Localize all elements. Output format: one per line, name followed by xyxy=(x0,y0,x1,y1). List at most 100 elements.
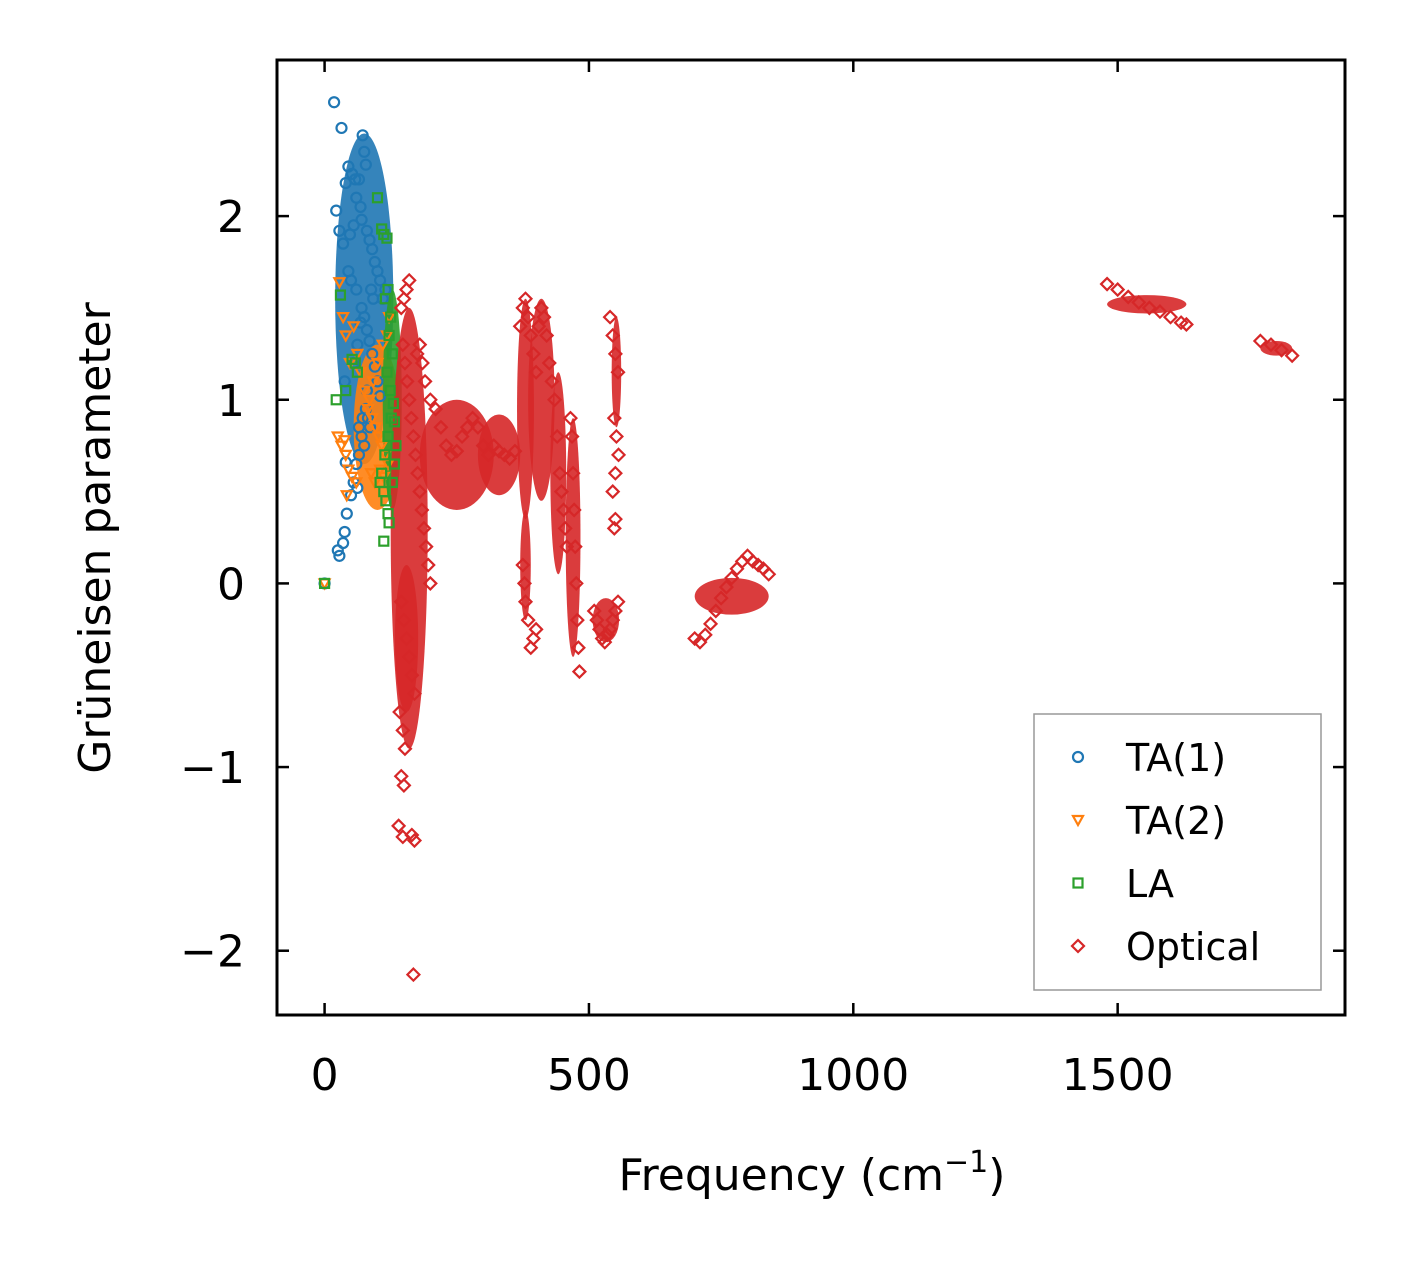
point-TA(2) xyxy=(362,394,377,408)
point-Optical xyxy=(398,282,415,298)
point-TA(1) xyxy=(333,224,346,237)
point-TA(2) xyxy=(365,413,380,426)
point-LA xyxy=(387,397,399,410)
point-Optical xyxy=(1273,342,1290,358)
point-TA(2) xyxy=(336,312,350,325)
point-TA(2) xyxy=(357,385,372,398)
point-Optical xyxy=(607,511,623,527)
point-LA xyxy=(381,366,393,378)
point-TA(1) xyxy=(331,544,344,557)
point-Optical xyxy=(404,667,420,683)
point-LA xyxy=(351,366,363,378)
point-Optical xyxy=(606,520,622,536)
point-LA xyxy=(340,384,352,397)
x-axis-label-close: ) xyxy=(988,1150,1005,1201)
points-layer xyxy=(317,96,1300,983)
point-Optical xyxy=(1141,300,1157,316)
point-Optical xyxy=(569,612,585,628)
series-Optical xyxy=(391,272,1300,983)
point-Optical xyxy=(570,640,586,656)
point-Optical xyxy=(407,447,424,463)
point-Optical xyxy=(607,465,623,481)
point-Optical xyxy=(401,272,417,288)
point-Optical xyxy=(610,447,627,463)
point-Optical xyxy=(1120,289,1136,305)
point-Optical xyxy=(557,520,573,536)
point-Optical xyxy=(507,443,523,459)
point-Optical xyxy=(1099,276,1115,292)
series-LA xyxy=(318,192,402,590)
x-tick-label: 500 xyxy=(547,1050,631,1101)
legend-items: TA(1) TA(2) LA Optical xyxy=(1070,736,1260,969)
point-TA(2) xyxy=(338,330,353,343)
point-Optical xyxy=(1162,309,1179,325)
point-TA(2) xyxy=(337,435,352,448)
point-Optical xyxy=(605,612,621,628)
point-Optical xyxy=(405,967,421,983)
point-Optical xyxy=(512,318,528,334)
point-Optical xyxy=(515,557,531,573)
point-TA(2) xyxy=(371,431,386,444)
point-Optical xyxy=(520,309,536,325)
point-Optical xyxy=(1263,337,1279,353)
point-Optical xyxy=(566,502,582,518)
x-axis-label-main: Frequency (cm xyxy=(619,1150,945,1201)
point-Optical xyxy=(605,327,621,344)
y-tick-label: −1 xyxy=(180,743,245,794)
point-LA xyxy=(388,458,400,470)
point-Optical xyxy=(422,392,438,408)
point-TA(1) xyxy=(354,200,367,214)
point-Optical xyxy=(406,686,423,702)
point-Optical xyxy=(605,484,621,500)
point-Optical xyxy=(517,291,534,307)
point-Optical xyxy=(391,818,407,834)
point-Optical xyxy=(702,616,719,632)
point-TA(1) xyxy=(343,228,357,241)
point-TA(2) xyxy=(341,464,356,477)
point-Optical xyxy=(602,621,618,637)
point-Optical xyxy=(403,410,419,426)
y-tick-label: 0 xyxy=(217,559,245,610)
point-Optical xyxy=(414,502,430,518)
point-Optical xyxy=(531,318,547,334)
point-TA(2) xyxy=(374,440,389,453)
point-Optical xyxy=(398,630,415,647)
point-LA xyxy=(390,440,402,452)
point-Optical xyxy=(418,539,434,555)
point-Optical xyxy=(525,346,541,362)
legend-marker-TA(2) xyxy=(1071,814,1085,828)
point-LA xyxy=(380,495,392,507)
plot-frame xyxy=(275,58,1347,1017)
point-TA(1) xyxy=(360,323,373,337)
point-Optical xyxy=(475,438,491,454)
point-Optical xyxy=(567,539,583,555)
optical-470 xyxy=(565,418,581,657)
point-TA(1) xyxy=(328,96,341,109)
point-LA xyxy=(318,577,331,590)
point-Optical xyxy=(523,640,539,656)
point-Optical xyxy=(416,520,432,536)
optical-375-negative xyxy=(520,509,531,621)
point-TA(1) xyxy=(350,283,363,296)
point-Optical xyxy=(553,484,570,500)
point-Optical xyxy=(1284,348,1300,364)
point-TA(1) xyxy=(363,334,376,348)
point-Optical xyxy=(1178,316,1194,333)
point-Optical xyxy=(412,484,428,500)
point-Optical xyxy=(761,566,777,582)
point-LA xyxy=(378,228,390,241)
point-Optical xyxy=(607,346,623,362)
optical-550 xyxy=(611,317,622,428)
x-tick-label: 0 xyxy=(311,1050,339,1101)
point-Optical xyxy=(405,428,421,445)
point-Optical xyxy=(406,832,423,849)
point-Optical xyxy=(1152,304,1168,320)
x-tick-label: 1500 xyxy=(1062,1050,1174,1101)
point-Optical xyxy=(1131,294,1147,310)
point-LA xyxy=(386,348,398,360)
point-Optical xyxy=(392,704,408,720)
point-Optical xyxy=(395,337,411,353)
point-TA(1) xyxy=(352,173,366,186)
point-TA(1) xyxy=(338,525,351,539)
